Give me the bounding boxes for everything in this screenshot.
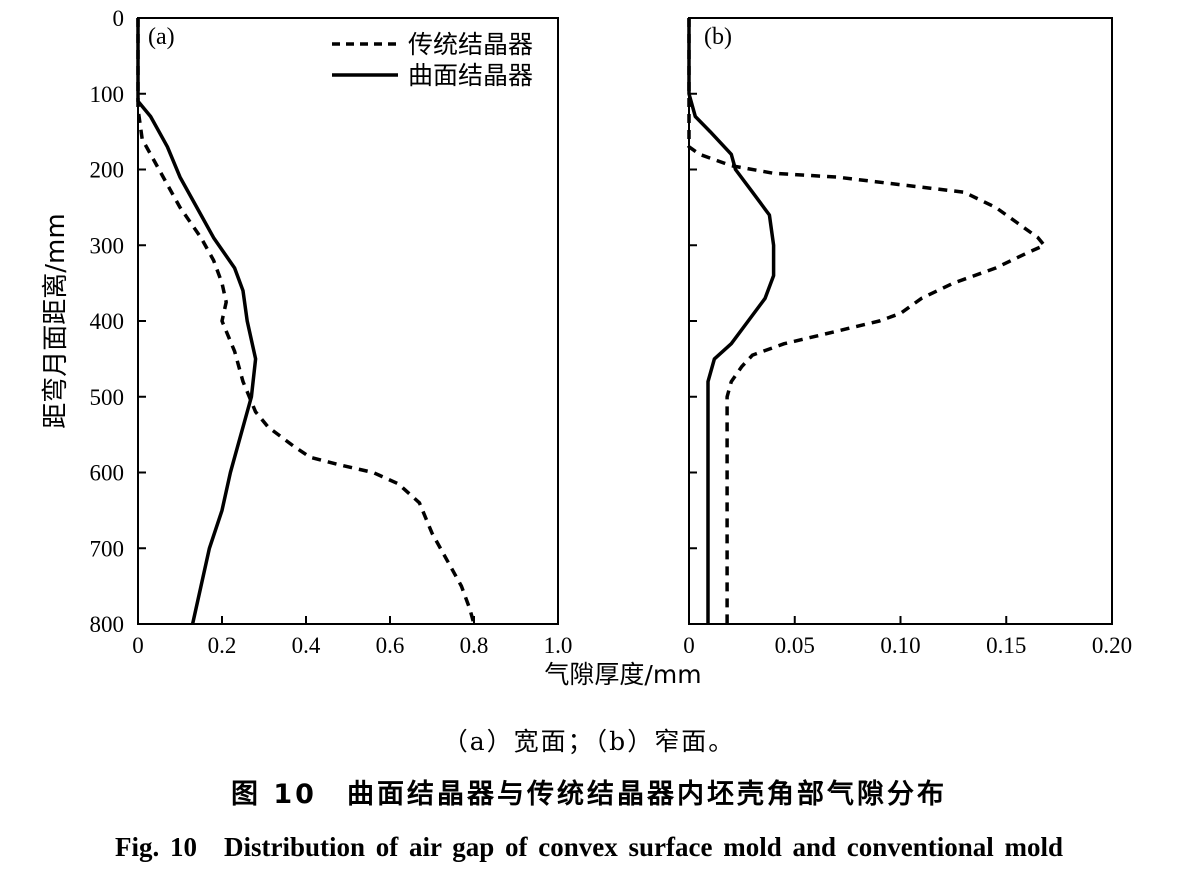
y-tick-label: 700 [90, 536, 125, 561]
x-tick-label: 0.8 [460, 633, 489, 658]
panel-a-frame [137, 17, 559, 625]
y-tick-label: 100 [90, 82, 125, 107]
y-tick-label: 300 [90, 233, 125, 258]
legend-label-curved: 曲面结晶器 [408, 61, 533, 90]
legend-label-conventional: 传统结晶器 [408, 30, 533, 59]
y-axis-label: 距弯月面距离/mm [41, 213, 71, 428]
series-curved-mold-line [136, 18, 258, 625]
panel-a-x-ticks: 0 0.2 0.4 0.6 0.8 1.0 [132, 616, 572, 658]
y-tick-label: 500 [90, 385, 125, 410]
panel-a-series [136, 18, 476, 625]
y-tick-label: 200 [90, 158, 125, 183]
x-tick-label: 0.05 [775, 633, 815, 658]
panel-b-frame [688, 17, 1113, 625]
y-tick-label: 400 [90, 309, 125, 334]
panel-b-label: (b) [704, 24, 732, 50]
figure-caption-chinese: 图 10 曲面结晶器与传统结晶器内坯壳角部气隙分布 [231, 779, 947, 810]
x-tick-label: 0.4 [292, 633, 321, 658]
series-conventional-mold-line [136, 18, 476, 625]
series-curved-mold-line [687, 18, 776, 624]
panel-b-y-ticks [689, 17, 697, 625]
x-tick-label: 0.20 [1092, 633, 1132, 658]
panel-a-label: (a) [148, 24, 175, 50]
legend: 传统结晶器 曲面结晶器 [332, 30, 533, 90]
y-tick-label: 800 [90, 612, 125, 637]
x-tick-label: 0 [683, 633, 695, 658]
y-tick-label: 0 [113, 6, 125, 31]
y-tick-label: 600 [90, 461, 125, 486]
sub-caption: （a）宽面；（b）窄面。 [442, 727, 736, 756]
panel-b: 0 0.05 0.10 0.15 0.20 (b) [683, 17, 1132, 658]
x-tick-label: 0.15 [986, 633, 1026, 658]
x-tick-label: 0.6 [376, 633, 405, 658]
x-tick-label: 0.10 [880, 633, 920, 658]
x-axis-label: 气隙厚度/mm [544, 660, 701, 689]
x-tick-label: 0.2 [208, 633, 237, 658]
x-tick-label: 1.0 [544, 633, 573, 658]
figure-caption-english: Fig. 10 Distribution of air gap of conve… [114, 832, 1064, 862]
panel-a: 0 0.2 0.4 0.6 0.8 1.0 0 100 200 300 400 500 600 700 8… [41, 6, 572, 658]
x-tick-label: 0 [132, 633, 144, 658]
panel-b-series [687, 18, 1047, 624]
panel-b-x-ticks: 0 0.05 0.10 0.15 0.20 [683, 616, 1132, 658]
series-conventional-mold-line [687, 18, 1047, 624]
